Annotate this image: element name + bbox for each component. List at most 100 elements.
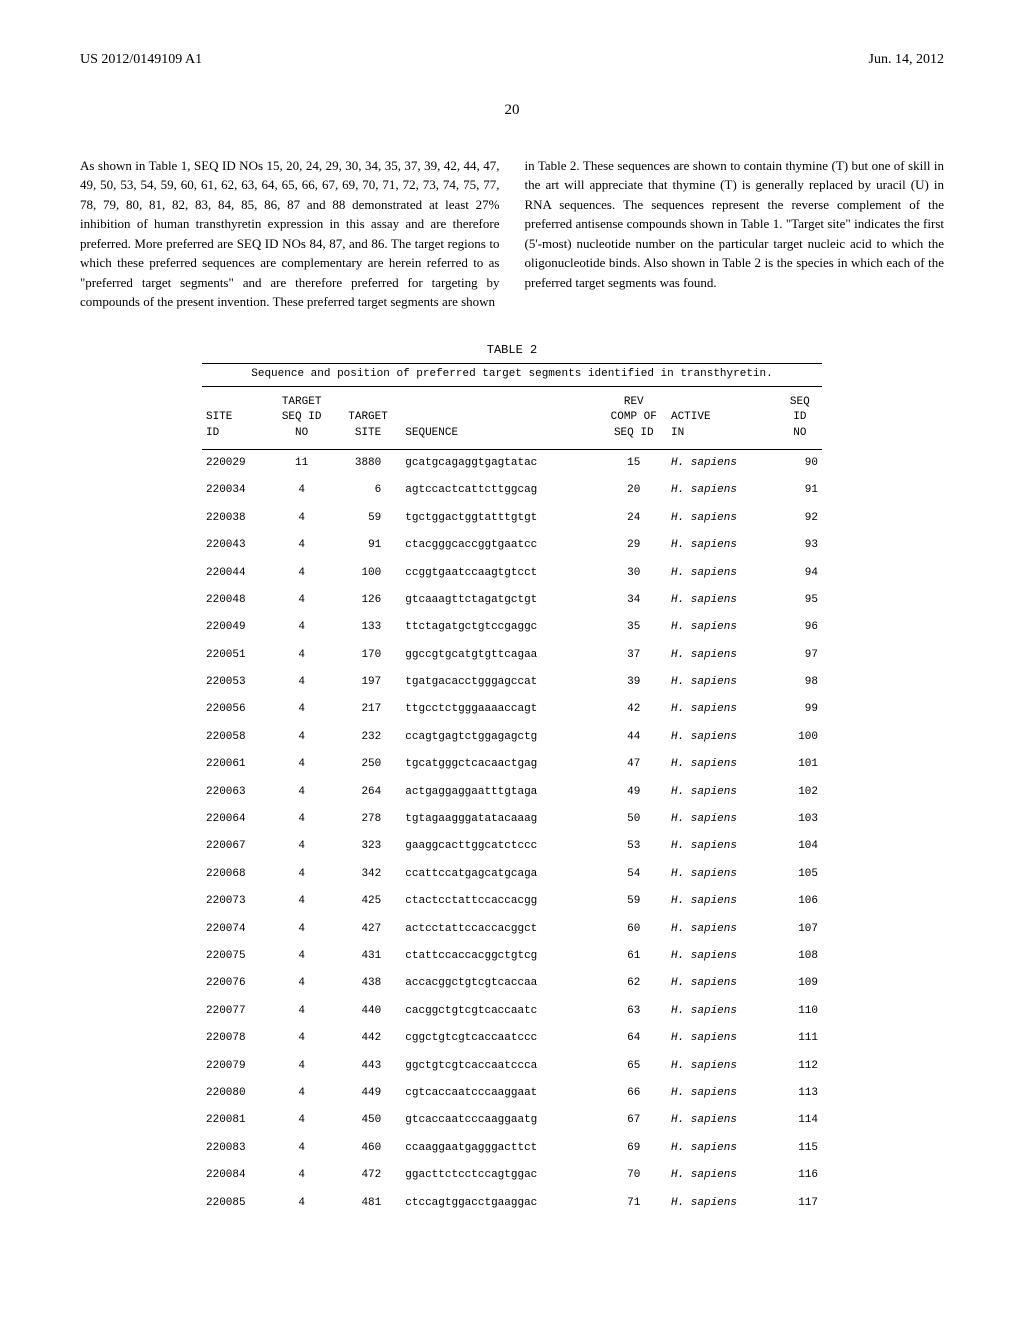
table-row: 2200784442cggctgtcgtcaccaatccc64H. sapie… bbox=[202, 1025, 822, 1052]
cell-rev-comp: 70 bbox=[601, 1162, 667, 1189]
cell-site-id: 220081 bbox=[202, 1107, 268, 1134]
cell-target-site: 3880 bbox=[335, 449, 401, 477]
cell-sequence: gaaggcacttggcatctccc bbox=[401, 833, 600, 860]
cell-target-seq: 4 bbox=[268, 477, 334, 504]
cell-seq-id: 90 bbox=[778, 449, 822, 477]
cell-sequence: cacggctgtcgtcaccaatc bbox=[401, 998, 600, 1025]
table-row: 2200564217ttgcctctgggaaaaccagt42H. sapie… bbox=[202, 696, 822, 723]
cell-site-id: 220061 bbox=[202, 751, 268, 778]
cell-active-in: H. sapiens bbox=[667, 1190, 778, 1217]
cell-target-site: 100 bbox=[335, 560, 401, 587]
cell-target-site: 59 bbox=[335, 505, 401, 532]
cell-target-seq: 4 bbox=[268, 696, 334, 723]
table-row: 2200744427actcctattccaccacggct60H. sapie… bbox=[202, 916, 822, 943]
cell-rev-comp: 61 bbox=[601, 943, 667, 970]
cell-sequence: ccattccatgagcatgcaga bbox=[401, 861, 600, 888]
cell-target-seq: 4 bbox=[268, 614, 334, 641]
cell-seq-id: 112 bbox=[778, 1053, 822, 1080]
cell-rev-comp: 24 bbox=[601, 505, 667, 532]
cell-target-site: 425 bbox=[335, 888, 401, 915]
cell-site-id: 220038 bbox=[202, 505, 268, 532]
col-rev-comp: REVCOMP OFSEQ ID bbox=[601, 387, 667, 450]
table-row: 2200644278tgtagaagggatatacaaag50H. sapie… bbox=[202, 806, 822, 833]
cell-site-id: 220085 bbox=[202, 1190, 268, 1217]
sequence-table: SITEID TARGETSEQ IDNO TARGETSITE SEQUENC… bbox=[202, 387, 822, 1217]
cell-site-id: 220073 bbox=[202, 888, 268, 915]
cell-rev-comp: 42 bbox=[601, 696, 667, 723]
cell-seq-id: 111 bbox=[778, 1025, 822, 1052]
col-sequence: SEQUENCE bbox=[401, 387, 600, 450]
cell-target-seq: 4 bbox=[268, 943, 334, 970]
cell-site-id: 220044 bbox=[202, 560, 268, 587]
table-2: TABLE 2 Sequence and position of preferr… bbox=[202, 342, 822, 1217]
cell-site-id: 220078 bbox=[202, 1025, 268, 1052]
cell-target-seq: 4 bbox=[268, 888, 334, 915]
cell-target-site: 472 bbox=[335, 1162, 401, 1189]
cell-site-id: 220075 bbox=[202, 943, 268, 970]
right-column: in Table 2. These sequences are shown to… bbox=[525, 156, 945, 312]
cell-site-id: 220049 bbox=[202, 614, 268, 641]
cell-target-seq: 4 bbox=[268, 1107, 334, 1134]
cell-target-seq: 4 bbox=[268, 779, 334, 806]
cell-sequence: ctccagtggacctgaaggac bbox=[401, 1190, 600, 1217]
cell-rev-comp: 67 bbox=[601, 1107, 667, 1134]
cell-target-site: 170 bbox=[335, 642, 401, 669]
cell-sequence: ttctagatgctgtccgaggc bbox=[401, 614, 600, 641]
cell-sequence: ccggtgaatccaagtgtcct bbox=[401, 560, 600, 587]
cell-rev-comp: 20 bbox=[601, 477, 667, 504]
table-row: 2200804449cgtcaccaatcccaaggaat66H. sapie… bbox=[202, 1080, 822, 1107]
cell-active-in: H. sapiens bbox=[667, 1025, 778, 1052]
cell-site-id: 220074 bbox=[202, 916, 268, 943]
cell-seq-id: 93 bbox=[778, 532, 822, 559]
cell-seq-id: 96 bbox=[778, 614, 822, 641]
cell-sequence: ctattccaccacggctgtcg bbox=[401, 943, 600, 970]
cell-target-seq: 4 bbox=[268, 970, 334, 997]
table-row: 2200634264actgaggaggaatttgtaga49H. sapie… bbox=[202, 779, 822, 806]
cell-rev-comp: 15 bbox=[601, 449, 667, 477]
cell-site-id: 220077 bbox=[202, 998, 268, 1025]
cell-target-seq: 4 bbox=[268, 642, 334, 669]
cell-rev-comp: 69 bbox=[601, 1135, 667, 1162]
cell-target-site: 91 bbox=[335, 532, 401, 559]
cell-active-in: H. sapiens bbox=[667, 888, 778, 915]
cell-seq-id: 103 bbox=[778, 806, 822, 833]
cell-seq-id: 115 bbox=[778, 1135, 822, 1162]
col-active-in: ACTIVEIN bbox=[667, 387, 778, 450]
publication-date: Jun. 14, 2012 bbox=[869, 50, 944, 70]
cell-sequence: ggccgtgcatgtgttcagaa bbox=[401, 642, 600, 669]
left-column: As shown in Table 1, SEQ ID NOs 15, 20, … bbox=[80, 156, 500, 312]
cell-seq-id: 94 bbox=[778, 560, 822, 587]
cell-target-seq: 4 bbox=[268, 806, 334, 833]
cell-sequence: ggacttctcctccagtggac bbox=[401, 1162, 600, 1189]
cell-target-seq: 4 bbox=[268, 833, 334, 860]
table-row: 2200854481ctccagtggacctgaaggac71H. sapie… bbox=[202, 1190, 822, 1217]
cell-active-in: H. sapiens bbox=[667, 669, 778, 696]
page-number: 20 bbox=[80, 100, 944, 121]
table-row: 2200674323gaaggcacttggcatctccc53H. sapie… bbox=[202, 833, 822, 860]
cell-site-id: 220064 bbox=[202, 806, 268, 833]
table-row: 2200734425ctactcctattccaccacgg59H. sapie… bbox=[202, 888, 822, 915]
cell-target-seq: 4 bbox=[268, 587, 334, 614]
table-title: Sequence and position of preferred targe… bbox=[202, 363, 822, 386]
cell-target-seq: 4 bbox=[268, 1053, 334, 1080]
cell-site-id: 220084 bbox=[202, 1162, 268, 1189]
cell-active-in: H. sapiens bbox=[667, 1162, 778, 1189]
cell-target-site: 427 bbox=[335, 916, 401, 943]
table-header-row: SITEID TARGETSEQ IDNO TARGETSITE SEQUENC… bbox=[202, 387, 822, 450]
cell-seq-id: 104 bbox=[778, 833, 822, 860]
cell-target-seq: 4 bbox=[268, 724, 334, 751]
cell-target-site: 264 bbox=[335, 779, 401, 806]
cell-site-id: 220043 bbox=[202, 532, 268, 559]
cell-sequence: ttgcctctgggaaaaccagt bbox=[401, 696, 600, 723]
cell-active-in: H. sapiens bbox=[667, 1080, 778, 1107]
cell-sequence: cggctgtcgtcaccaatccc bbox=[401, 1025, 600, 1052]
cell-target-site: 250 bbox=[335, 751, 401, 778]
cell-target-site: 232 bbox=[335, 724, 401, 751]
cell-rev-comp: 63 bbox=[601, 998, 667, 1025]
cell-active-in: H. sapiens bbox=[667, 696, 778, 723]
col-seq-id-no: SEQIDNO bbox=[778, 387, 822, 450]
table-row: 2200754431ctattccaccacggctgtcg61H. sapie… bbox=[202, 943, 822, 970]
cell-site-id: 220048 bbox=[202, 587, 268, 614]
cell-rev-comp: 37 bbox=[601, 642, 667, 669]
cell-active-in: H. sapiens bbox=[667, 532, 778, 559]
